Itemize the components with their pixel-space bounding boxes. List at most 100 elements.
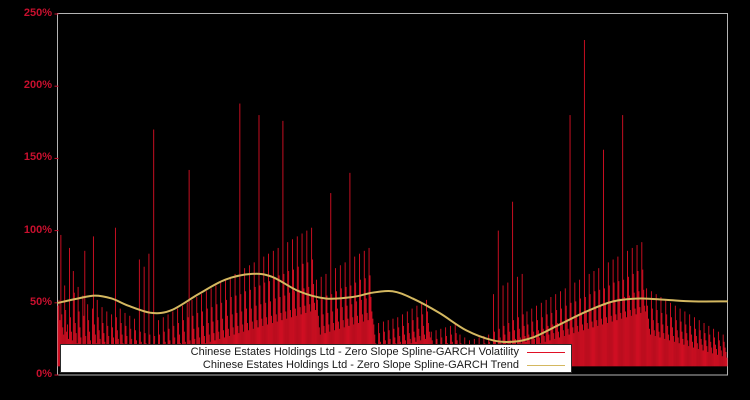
volatility-spike (202, 311, 203, 367)
volatility-spike (644, 305, 646, 367)
volatility-spike (362, 321, 364, 367)
volatility-spike (236, 312, 238, 367)
volatility-spike (672, 327, 673, 367)
volatility-spike (626, 317, 627, 367)
volatility-spike (703, 323, 705, 367)
volatility-spike (560, 308, 562, 367)
legend-item-trend: Chinese Estates Holdings Ltd - Zero Slop… (61, 359, 571, 372)
volatility-spike (304, 305, 306, 367)
volatility-spike (713, 328, 715, 367)
volatility-spike (674, 305, 676, 367)
volatility-spike (302, 263, 304, 367)
volatility-spike (497, 230, 499, 367)
volatility-spike (264, 282, 266, 367)
volatility-spike (606, 323, 608, 367)
legend-swatch-trend (527, 364, 565, 366)
volatility-spike (354, 256, 356, 367)
volatility-spike (493, 294, 494, 367)
volatility-spike (320, 276, 322, 367)
volatility-spike (303, 288, 305, 367)
volatility-spike (402, 314, 403, 367)
volatility-spike (639, 307, 641, 367)
volatility-spike (582, 324, 583, 367)
volatility-spike (263, 256, 265, 367)
volatility-spike (691, 334, 693, 367)
y-axis-labels: 250% 200% 150% 100% 50% 0% (0, 0, 52, 400)
volatility-spike (667, 325, 669, 367)
chart-legend: Chinese Estates Holdings Ltd - Zero Slop… (60, 344, 572, 373)
volatility-spike (97, 317, 99, 367)
volatility-spike (335, 268, 336, 367)
volatility-spike (601, 318, 603, 367)
y-axis-tick-label: 0% (36, 368, 52, 380)
volatility-spike (507, 282, 509, 367)
volatility-spike (694, 317, 695, 367)
volatility-spike (313, 284, 314, 367)
volatility-spike (613, 282, 615, 367)
volatility-spike (366, 312, 368, 367)
volatility-spike (701, 344, 703, 367)
volatility-spike (294, 308, 296, 367)
volatility-spike (685, 324, 687, 367)
volatility-spike (177, 308, 179, 367)
volatility-spike (315, 310, 316, 367)
volatility-spike (231, 314, 233, 367)
volatility-spike (688, 346, 690, 367)
volatility-spike (628, 295, 630, 367)
volatility-spike (315, 279, 317, 367)
volatility-spike (248, 265, 250, 367)
volatility-spike (188, 169, 190, 367)
volatility-spike (593, 271, 595, 367)
volatility-spike (70, 317, 71, 367)
volatility-spike (663, 333, 665, 367)
volatility-spike (683, 344, 685, 367)
volatility-spike (591, 321, 593, 367)
volatility-spike (516, 276, 518, 367)
volatility-spike (521, 273, 523, 367)
volatility-spike (285, 311, 287, 367)
volatility-spike (355, 282, 357, 367)
volatility-spike (566, 318, 568, 367)
volatility-spike (581, 312, 582, 367)
volatility-spike (682, 338, 684, 367)
volatility-spike (649, 334, 651, 367)
volatility-spike (215, 285, 217, 367)
volatility-spike (59, 320, 61, 367)
volatility-spike (660, 297, 662, 367)
volatility-spike (153, 129, 155, 367)
volatility-spike (360, 299, 362, 367)
volatility-spike (677, 337, 679, 367)
volatility-spike (627, 250, 628, 367)
volatility-spike (211, 307, 213, 367)
volatility-spike (502, 285, 504, 367)
volatility-spike (651, 308, 653, 367)
volatility-spike (668, 334, 670, 367)
volatility-spike (696, 343, 698, 367)
volatility-spike (356, 301, 358, 367)
volatility-spike (72, 271, 74, 367)
volatility-spike (692, 341, 693, 367)
volatility-spike (583, 330, 584, 367)
volatility-spike (330, 193, 332, 367)
volatility-spike (327, 312, 329, 367)
volatility-spike (217, 320, 219, 367)
volatility-spike (351, 304, 353, 367)
volatility-spike (371, 311, 373, 367)
volatility-spike (134, 318, 136, 367)
volatility-spike (600, 305, 602, 367)
volatility-spike (196, 297, 198, 367)
volatility-spike (344, 262, 346, 367)
volatility-spike (230, 297, 232, 367)
volatility-spike (226, 299, 227, 367)
volatility-spike (278, 275, 280, 367)
volatility-spike (717, 331, 719, 367)
volatility-spike (716, 349, 717, 367)
volatility-spike (288, 271, 290, 367)
volatility-spike (167, 314, 169, 367)
volatility-spike (719, 346, 721, 367)
volatility-spike (337, 321, 339, 367)
volatility-spike (725, 351, 727, 367)
volatility-spike (212, 321, 214, 367)
volatility-spike (608, 285, 610, 367)
volatility-spike (712, 353, 714, 367)
